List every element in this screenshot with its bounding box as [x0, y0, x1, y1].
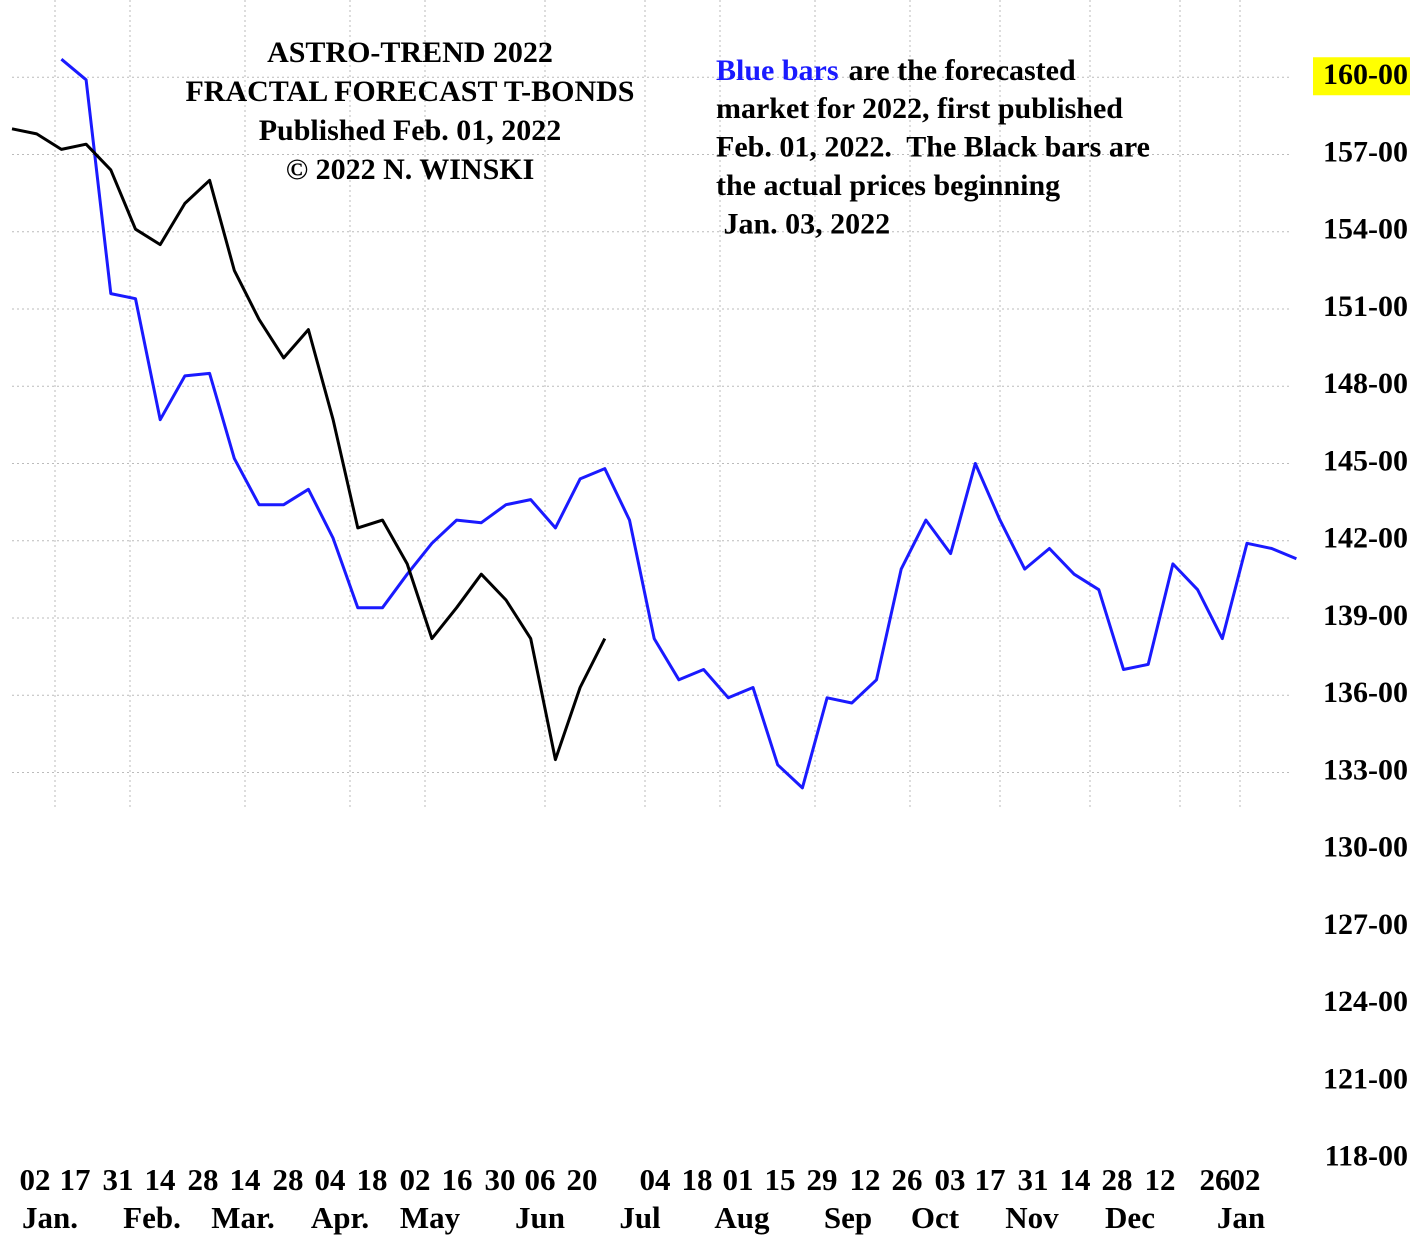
x-tick-label: 04 [315, 1162, 346, 1197]
series-line [60, 58, 1297, 790]
y-tick-label: 145-00 [1323, 444, 1408, 477]
chart-title: © 2022 N. WINSKI [286, 153, 535, 186]
y-tick-label: 151-00 [1323, 290, 1408, 323]
x-tick-label: 14 [230, 1162, 261, 1197]
x-tick-label: 02 [1230, 1162, 1261, 1197]
x-tick-label: 18 [357, 1162, 388, 1197]
x-tick-label: 03 [935, 1162, 966, 1197]
y-tick-label: 136-00 [1323, 676, 1408, 709]
x-month-label: May [400, 1200, 461, 1235]
y-tick-label: 160-00 [1323, 58, 1408, 91]
x-tick-label: 14 [1060, 1162, 1091, 1197]
x-tick-label: 20 [567, 1162, 598, 1197]
x-tick-label: 15 [765, 1162, 796, 1197]
x-tick-label: 02 [20, 1162, 51, 1197]
y-tick-label: 130-00 [1323, 831, 1408, 864]
x-tick-label: 28 [1102, 1162, 1133, 1197]
x-month-label: Jul [619, 1200, 661, 1235]
x-tick-label: 31 [103, 1162, 134, 1197]
x-tick-label: 04 [640, 1162, 671, 1197]
x-tick-label: 29 [807, 1162, 838, 1197]
x-tick-label: 12 [850, 1162, 881, 1197]
x-month-label: Jan. [22, 1200, 78, 1235]
x-tick-label: 26 [1200, 1162, 1231, 1197]
annotation: the actual prices beginning [716, 169, 1060, 202]
x-tick-label: 06 [525, 1162, 556, 1197]
y-tick-label: 157-00 [1323, 135, 1408, 168]
annotation: market for 2022, first published [716, 92, 1123, 125]
x-tick-label: 28 [188, 1162, 219, 1197]
x-tick-label: 02 [400, 1162, 431, 1197]
annotation: Feb. 01, 2022. The Black bars are [716, 130, 1150, 163]
x-tick-label: 31 [1018, 1162, 1049, 1197]
x-month-label: Jan [1217, 1200, 1265, 1235]
annotation-text: are the forecasted [849, 54, 1076, 87]
x-tick-label: 12 [1145, 1162, 1176, 1197]
x-tick-label: 14 [145, 1162, 176, 1197]
y-tick-label: 121-00 [1323, 1062, 1408, 1095]
x-tick-label: 26 [892, 1162, 923, 1197]
x-month-label: Dec [1105, 1200, 1155, 1235]
y-tick-label: 139-00 [1323, 599, 1408, 632]
y-tick-label: 127-00 [1323, 908, 1408, 941]
y-tick-label: 154-00 [1323, 213, 1408, 246]
y-tick-label: 124-00 [1323, 985, 1408, 1018]
y-tick-label: 118-00 [1325, 1140, 1408, 1173]
x-tick-label: 17 [975, 1162, 1006, 1197]
x-tick-label: 16 [442, 1162, 473, 1197]
y-tick-label: 142-00 [1323, 522, 1408, 555]
x-tick-label: 30 [485, 1162, 516, 1197]
x-month-label: Aug [714, 1200, 770, 1235]
x-month-label: Sep [824, 1200, 872, 1235]
tick-highlight [1313, 57, 1410, 96]
y-tick-label: 133-00 [1323, 753, 1408, 786]
y-tick-label: 148-00 [1323, 367, 1408, 400]
x-month-label: Oct [911, 1200, 960, 1235]
x-tick-label: 01 [723, 1162, 754, 1197]
annotation-highlight: Blue bars [716, 54, 839, 87]
x-tick-label: 28 [273, 1162, 304, 1197]
series-line [11, 127, 607, 762]
x-month-label: Mar. [211, 1200, 274, 1235]
annotation: Blue bars are the forecasted [716, 54, 1076, 87]
x-month-label: Apr. [311, 1200, 369, 1235]
chart-title: Published Feb. 01, 2022 [259, 114, 562, 147]
x-tick-label: 18 [682, 1162, 713, 1197]
x-month-label: Feb. [123, 1200, 181, 1235]
chart-title: FRACTAL FORECAST T-BONDS [185, 75, 634, 108]
chart-title: ASTRO-TREND 2022 [267, 36, 553, 69]
x-month-label: Nov [1005, 1200, 1059, 1235]
x-month-label: Jun [515, 1200, 565, 1235]
annotation: Jan. 03, 2022 [716, 207, 890, 240]
x-tick-label: 17 [60, 1162, 91, 1197]
